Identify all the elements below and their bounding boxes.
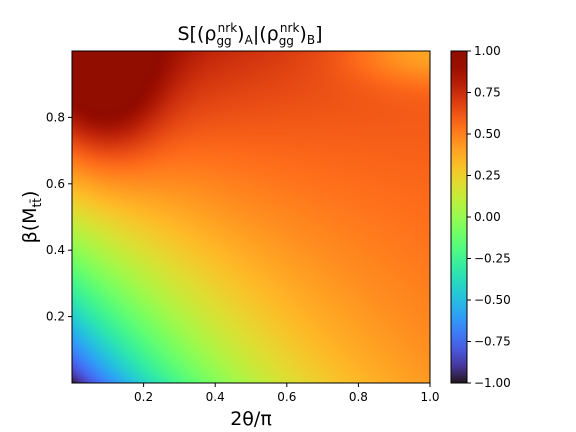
plot-area (71, 50, 431, 384)
colorbar-tick-label: −0.75 (474, 335, 511, 349)
colorbar-tick-label: −1.00 (474, 376, 511, 390)
colorbar-tick-label: −0.50 (474, 293, 511, 307)
y-tick-label: 0.8 (46, 110, 65, 124)
x-tick-label: 0.2 (134, 390, 153, 404)
colorbar-tick-label: 0.00 (474, 210, 501, 224)
y-tick-label: 0.6 (46, 177, 65, 191)
colorbar-tick-label: 0.50 (474, 127, 501, 141)
x-tick-label: 0.4 (206, 390, 225, 404)
x-tick-label: 0.6 (277, 390, 296, 404)
y-tick-label: 0.2 (46, 310, 65, 324)
plot-frame (71, 50, 431, 384)
colorbar-tick-label: 1.00 (474, 44, 501, 58)
colorbar-tick-label: −0.25 (474, 252, 511, 266)
x-axis: 0.2 0.4 0.6 0.8 1.0 (134, 383, 440, 404)
colorbar-ticks: 1.00 0.75 0.50 0.25 0.00 −0.25 −0.50 −0.75 −1.00 (467, 44, 511, 390)
y-tick-label: 0.4 (46, 243, 65, 257)
y-axis: 0.2 0.4 0.6 0.8 (46, 110, 72, 324)
colorbar-tick-label: 0.25 (474, 169, 501, 183)
x-tick-label: 0.8 (349, 390, 368, 404)
colorbar-tick-label: 0.75 (474, 86, 501, 100)
colorbar: 1.00 0.75 0.50 0.25 0.00 −0.25 −0.50 −0.75 −1.00 (450, 44, 511, 390)
colorbar-gradient (451, 51, 467, 383)
heatmap-surface (72, 51, 430, 383)
y-axis-label: β(Mtt̄) (19, 191, 44, 244)
x-axis-label: 2θ/π (230, 408, 272, 430)
chart-title: S[(ρggnrk)A|(ρggnrk)B] (177, 21, 322, 48)
x-tick-label: 1.0 (420, 390, 439, 404)
